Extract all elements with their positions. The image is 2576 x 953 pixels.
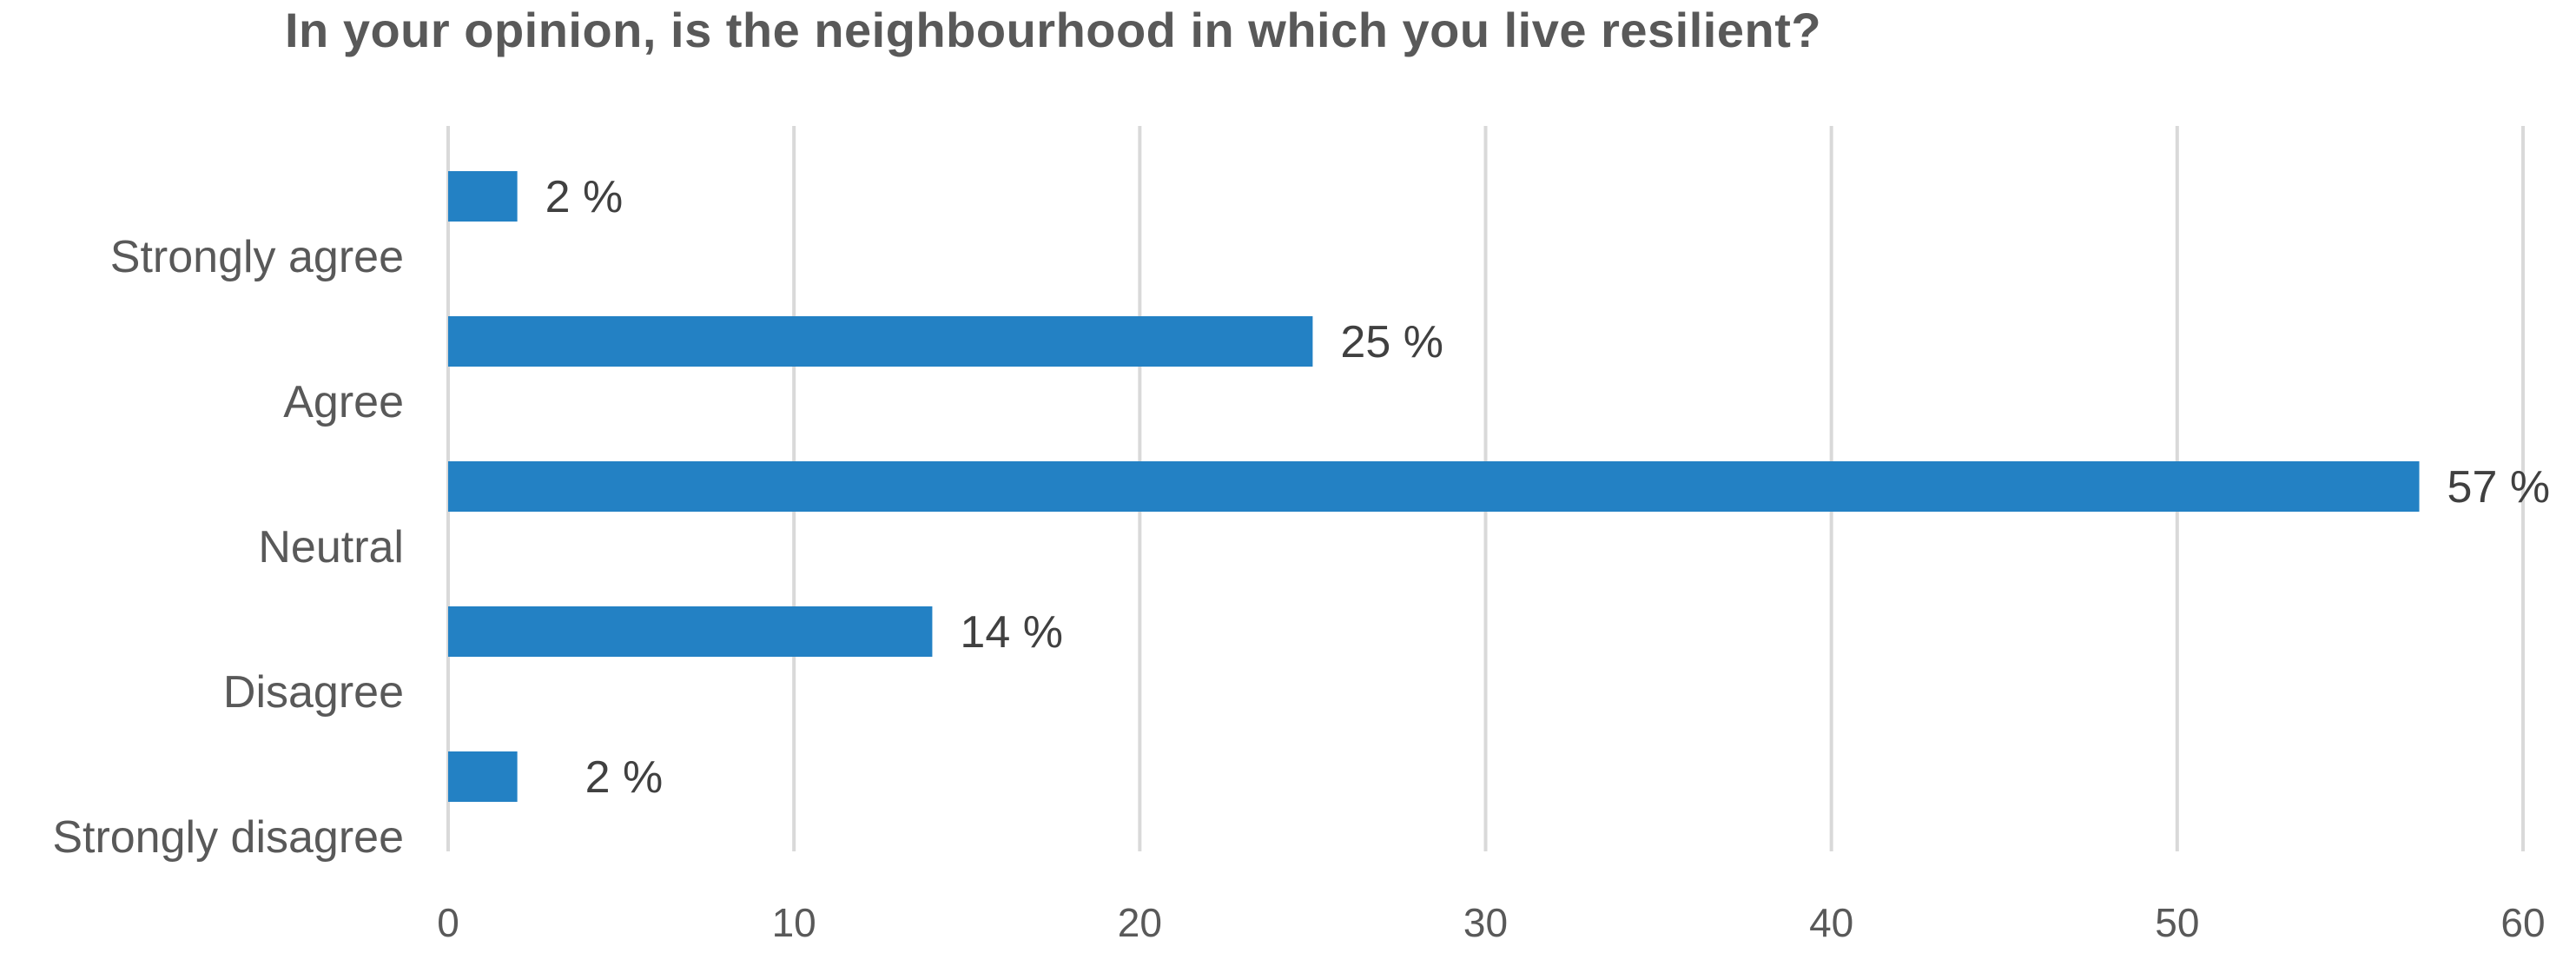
bar <box>448 751 518 802</box>
bar <box>448 171 518 222</box>
data-label: 25 % <box>1340 317 1443 367</box>
bar <box>448 316 1313 367</box>
data-label: 2 % <box>545 172 624 222</box>
data-label: 14 % <box>960 607 1063 658</box>
x-tick-label: 10 <box>772 900 816 945</box>
category-label: Strongly disagree <box>52 812 404 863</box>
bar <box>448 606 933 657</box>
chart-title: In your opinion, is the neighbourhood in… <box>285 3 1822 57</box>
x-tick-label: 40 <box>1809 900 1853 945</box>
x-tick-label: 30 <box>1463 900 1508 945</box>
category-label: Neutral <box>258 522 404 572</box>
data-label: 2 % <box>585 752 664 803</box>
data-label: 57 % <box>2447 462 2551 513</box>
bar <box>448 461 2420 512</box>
x-tick-label: 20 <box>1118 900 1162 945</box>
x-tick-label: 0 <box>437 900 459 945</box>
category-label: Agree <box>283 377 404 427</box>
category-label: Strongly agree <box>110 232 404 282</box>
x-tick-label: 60 <box>2500 900 2545 945</box>
category-label: Disagree <box>223 667 404 718</box>
x-tick-label: 50 <box>2155 900 2199 945</box>
